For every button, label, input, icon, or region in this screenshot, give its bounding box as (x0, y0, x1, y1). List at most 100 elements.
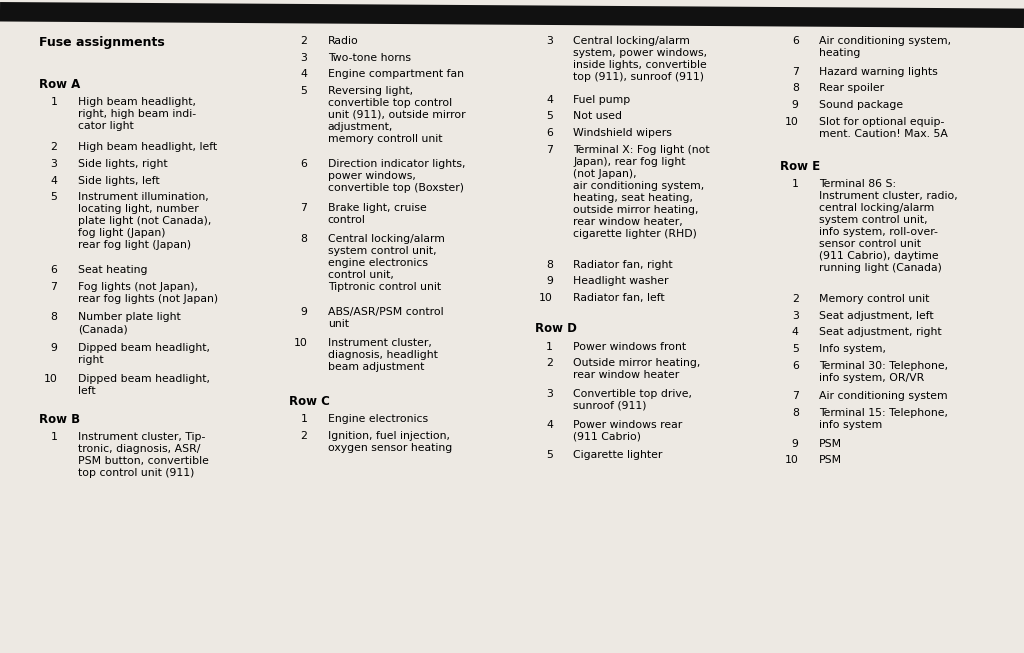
Text: Power windows rear
(911 Cabrio): Power windows rear (911 Cabrio) (573, 419, 683, 441)
Text: Central locking/alarm
system control unit,
engine electronics
control unit,
Tipt: Central locking/alarm system control uni… (328, 234, 444, 292)
Text: Terminal 86 S:
Instrument cluster, radio,
central locking/alarm
system control u: Terminal 86 S: Instrument cluster, radio… (819, 179, 957, 273)
Text: 1: 1 (300, 414, 307, 424)
Text: PSM: PSM (819, 456, 843, 466)
Text: Two-tone horns: Two-tone horns (328, 53, 411, 63)
Text: Not used: Not used (573, 111, 623, 121)
Text: 3: 3 (792, 311, 799, 321)
Text: 6: 6 (546, 128, 553, 138)
Text: Dipped beam headlight,
right: Dipped beam headlight, right (78, 343, 210, 365)
Text: Air conditioning system: Air conditioning system (819, 391, 948, 402)
Text: Seat heating: Seat heating (78, 265, 147, 275)
Text: 2: 2 (546, 358, 553, 368)
Text: Fuel pump: Fuel pump (573, 95, 631, 104)
Text: 7: 7 (300, 203, 307, 214)
Text: Slot for optional equip-
ment. Caution! Max. 5A: Slot for optional equip- ment. Caution! … (819, 116, 948, 138)
Text: Number plate light
(Canada): Number plate light (Canada) (78, 312, 180, 334)
Text: Hazard warning lights: Hazard warning lights (819, 67, 938, 76)
Text: 1: 1 (50, 432, 57, 442)
Text: Radiator fan, left: Radiator fan, left (573, 293, 665, 303)
Text: 4: 4 (546, 419, 553, 430)
Text: Air conditioning system,
heating: Air conditioning system, heating (819, 36, 951, 58)
Text: PSM: PSM (819, 439, 843, 449)
Text: Power windows front: Power windows front (573, 342, 686, 351)
Text: Instrument cluster, Tip-
tronic, diagnosis, ASR/
PSM button, convertible
top con: Instrument cluster, Tip- tronic, diagnos… (78, 432, 209, 478)
Text: 9: 9 (792, 439, 799, 449)
Text: 8: 8 (792, 408, 799, 418)
Text: 3: 3 (546, 389, 553, 399)
Text: 10: 10 (293, 338, 307, 347)
Text: 1: 1 (50, 97, 57, 108)
Text: 2: 2 (50, 142, 57, 152)
Text: 7: 7 (50, 281, 57, 292)
Text: Convertible top drive,
sunroof (911): Convertible top drive, sunroof (911) (573, 389, 692, 411)
Text: 5: 5 (546, 450, 553, 460)
Text: Cigarette lighter: Cigarette lighter (573, 450, 663, 460)
Text: Fog lights (not Japan),
rear fog lights (not Japan): Fog lights (not Japan), rear fog lights … (78, 281, 218, 304)
Text: Dipped beam headlight,
left: Dipped beam headlight, left (78, 374, 210, 396)
Text: Info system,: Info system, (819, 344, 886, 354)
Text: 4: 4 (50, 176, 57, 185)
Text: Outside mirror heating,
rear window heater: Outside mirror heating, rear window heat… (573, 358, 700, 380)
Text: Reversing light,
convertible top control
unit (911), outside mirror
adjustment,
: Reversing light, convertible top control… (328, 86, 465, 144)
Text: ABS/ASR/PSM control
unit: ABS/ASR/PSM control unit (328, 307, 443, 329)
Text: Rear spoiler: Rear spoiler (819, 84, 885, 93)
Text: Central locking/alarm
system, power windows,
inside lights, convertible
top (911: Central locking/alarm system, power wind… (573, 36, 708, 82)
Text: 10: 10 (784, 456, 799, 466)
Text: 8: 8 (546, 259, 553, 270)
Text: 9: 9 (546, 276, 553, 286)
Text: Sound package: Sound package (819, 100, 903, 110)
Text: Row B: Row B (39, 413, 80, 426)
Text: 2: 2 (300, 36, 307, 46)
Text: 3: 3 (50, 159, 57, 169)
Text: Direction indicator lights,
power windows,
convertible top (Boxster): Direction indicator lights, power window… (328, 159, 465, 193)
Text: Ignition, fuel injection,
oxygen sensor heating: Ignition, fuel injection, oxygen sensor … (328, 431, 452, 453)
Text: 7: 7 (792, 67, 799, 76)
Text: 6: 6 (792, 36, 799, 46)
Text: 9: 9 (300, 307, 307, 317)
Text: 9: 9 (792, 100, 799, 110)
Text: Row E: Row E (780, 160, 820, 173)
Text: 10: 10 (539, 293, 553, 303)
Text: 1: 1 (546, 342, 553, 351)
Text: 3: 3 (300, 53, 307, 63)
Text: 8: 8 (300, 234, 307, 244)
Text: 6: 6 (792, 360, 799, 371)
Text: 5: 5 (792, 344, 799, 354)
Text: Radiator fan, right: Radiator fan, right (573, 259, 673, 270)
Text: 2: 2 (792, 294, 799, 304)
Text: 2: 2 (300, 431, 307, 441)
Text: Instrument cluster,
diagnosis, headlight
beam adjustment: Instrument cluster, diagnosis, headlight… (328, 338, 437, 372)
Text: Radio: Radio (328, 36, 358, 46)
Text: Terminal 15: Telephone,
info system: Terminal 15: Telephone, info system (819, 408, 948, 430)
Text: 9: 9 (50, 343, 57, 353)
Text: 10: 10 (784, 116, 799, 127)
Text: 6: 6 (300, 159, 307, 168)
Text: High beam headlight, left: High beam headlight, left (78, 142, 217, 152)
Text: Memory control unit: Memory control unit (819, 294, 930, 304)
Text: Instrument illumination,
locating light, number
plate light (not Canada),
fog li: Instrument illumination, locating light,… (78, 192, 211, 250)
Text: Terminal 30: Telephone,
info system, OR/VR: Terminal 30: Telephone, info system, OR/… (819, 360, 948, 383)
Text: 8: 8 (50, 312, 57, 323)
Text: 1: 1 (792, 179, 799, 189)
Text: Headlight washer: Headlight washer (573, 276, 669, 286)
Text: 4: 4 (546, 95, 553, 104)
Text: 8: 8 (792, 84, 799, 93)
Text: 5: 5 (50, 192, 57, 202)
Text: Row A: Row A (39, 78, 80, 91)
Text: 3: 3 (546, 36, 553, 46)
Text: Side lights, right: Side lights, right (78, 159, 168, 169)
Text: High beam headlight,
right, high beam indi-
cator light: High beam headlight, right, high beam in… (78, 97, 196, 131)
Text: 4: 4 (792, 327, 799, 338)
Text: 10: 10 (43, 374, 57, 384)
Text: Side lights, left: Side lights, left (78, 176, 160, 185)
Text: Seat adjustment, left: Seat adjustment, left (819, 311, 934, 321)
Text: Seat adjustment, right: Seat adjustment, right (819, 327, 942, 338)
Text: Row C: Row C (289, 395, 330, 408)
Text: 5: 5 (546, 111, 553, 121)
Text: Row D: Row D (535, 322, 577, 335)
Text: 7: 7 (546, 144, 553, 155)
Text: Terminal X: Fog light (not
Japan), rear fog light
(not Japan),
air conditioning : Terminal X: Fog light (not Japan), rear … (573, 144, 710, 238)
Text: Windshield wipers: Windshield wipers (573, 128, 673, 138)
Text: Engine compartment fan: Engine compartment fan (328, 69, 464, 79)
Text: 4: 4 (300, 69, 307, 79)
